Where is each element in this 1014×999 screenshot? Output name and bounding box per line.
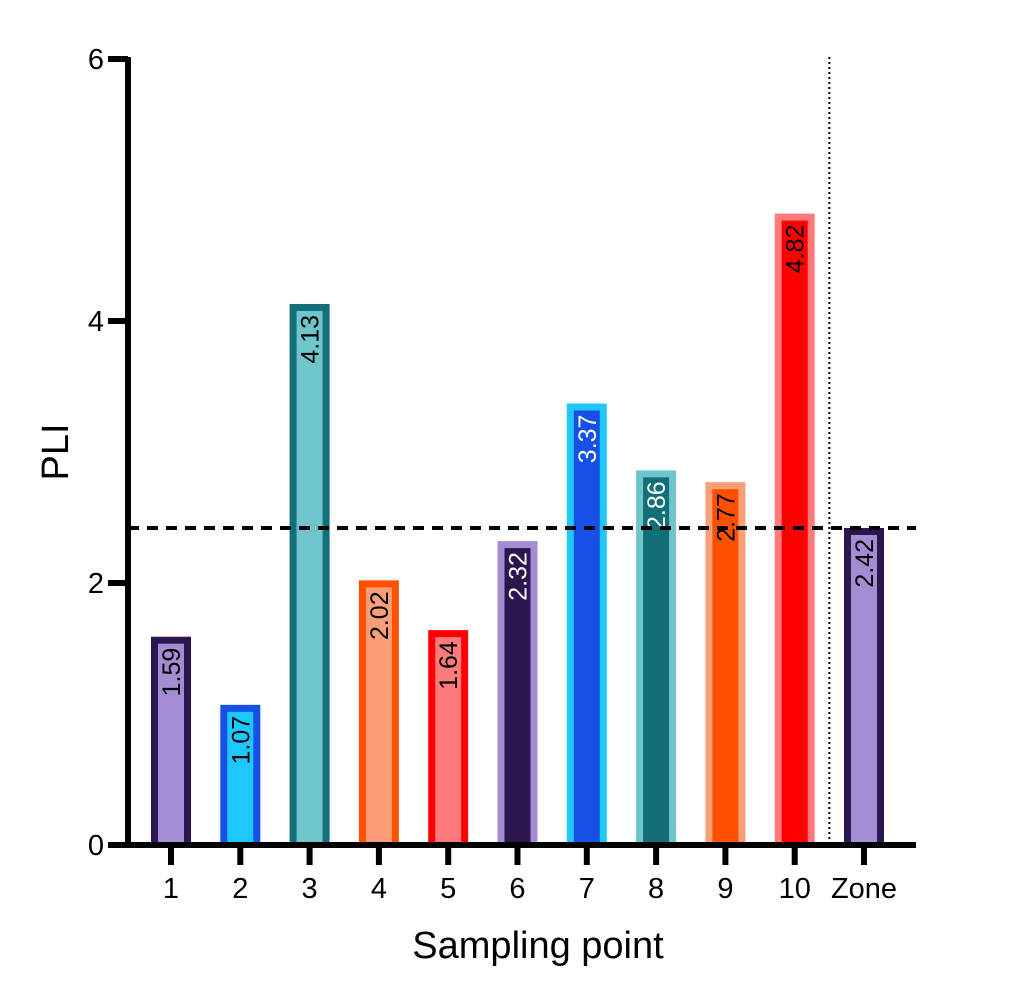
y-tick-label: 4 — [88, 306, 104, 338]
bar-1 — [158, 643, 184, 845]
x-tick-label: 3 — [302, 873, 318, 905]
bar-value-label: 2.32 — [505, 552, 533, 601]
y-axis-title: PLI — [35, 423, 77, 480]
bar-9 — [712, 489, 739, 845]
bar-value-label: 1.59 — [158, 648, 186, 697]
bar-8 — [643, 477, 670, 845]
bar-6 — [504, 548, 531, 845]
x-tick-label: 9 — [717, 873, 733, 905]
y-tick-label: 6 — [88, 44, 104, 76]
bar-value-label: 2.42 — [851, 539, 879, 588]
x-tick-label: 8 — [648, 873, 664, 905]
y-tick-label: 0 — [88, 830, 104, 862]
bar-7 — [573, 410, 600, 845]
x-tick-label: 4 — [371, 873, 387, 905]
bar-10 — [781, 220, 808, 845]
bar-value-label: 2.77 — [712, 493, 740, 542]
y-tick-label: 2 — [88, 568, 104, 600]
bar-value-label: 1.07 — [227, 716, 255, 765]
x-tick-label: Zone — [831, 873, 897, 905]
x-tick-label: 1 — [163, 873, 179, 905]
bar-value-label: 4.82 — [782, 225, 810, 274]
bar-Zone — [851, 534, 877, 845]
bar-3 — [296, 310, 323, 846]
bar-value-label: 3.37 — [574, 415, 602, 464]
bar-value-label: 2.02 — [366, 591, 394, 640]
x-tick-label: 2 — [232, 873, 248, 905]
bar-value-label: 1.64 — [435, 641, 463, 690]
bar-2 — [227, 711, 254, 845]
bar-value-label: 4.13 — [297, 315, 325, 364]
x-axis-title: Sampling point — [412, 925, 664, 967]
x-tick-label: 6 — [509, 873, 525, 905]
x-tick-label: 5 — [440, 873, 456, 905]
bar-4 — [365, 587, 392, 845]
bar-5 — [435, 637, 462, 845]
bar-value-label: 2.86 — [643, 481, 671, 530]
x-tick-label: 7 — [579, 873, 595, 905]
x-tick-label: 10 — [779, 873, 811, 905]
